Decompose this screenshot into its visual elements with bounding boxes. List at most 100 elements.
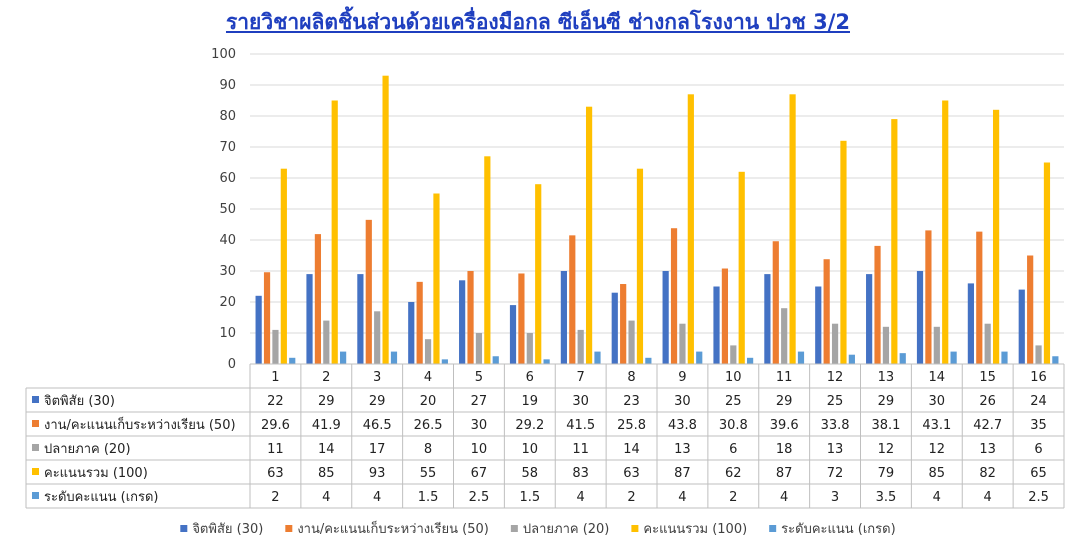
bar (662, 271, 669, 364)
bar (492, 356, 499, 364)
data-label: 4 (373, 490, 381, 505)
data-label: 22 (267, 394, 284, 409)
bar (670, 228, 678, 364)
bar (976, 231, 983, 364)
legend-key (631, 525, 639, 532)
data-label: 35 (1030, 418, 1047, 433)
data-label: 27 (471, 394, 488, 409)
bar (475, 333, 483, 364)
data-label: 30 (572, 394, 589, 409)
bar (611, 292, 618, 364)
data-label: 62 (725, 466, 742, 481)
y-tick-label: 30 (219, 264, 236, 279)
y-axis: 0 10 20 30 40 50 60 70 80 90 100 (211, 47, 236, 372)
data-label: 25 (725, 394, 742, 409)
x-tick-label: 11 (776, 370, 793, 385)
legend-key (180, 525, 188, 532)
bar (687, 94, 694, 365)
bar (899, 353, 906, 364)
x-tick-label: 15 (979, 370, 996, 385)
data-label: 26.5 (414, 418, 443, 433)
data-label: 26 (979, 394, 996, 409)
y-tick-label: 80 (219, 109, 236, 124)
data-label: 24 (1030, 394, 1047, 409)
data-label: 17 (369, 442, 386, 457)
bar (289, 357, 296, 364)
x-tick-label: 8 (627, 370, 635, 385)
bar (866, 274, 873, 364)
bar (272, 329, 279, 364)
bar (314, 234, 322, 364)
data-label: 10 (471, 442, 488, 457)
data-label: 1.5 (519, 490, 540, 505)
data-label: 11 (572, 442, 589, 457)
data-label: 25.8 (617, 418, 646, 433)
data-label: 30 (929, 394, 946, 409)
data-label: 41.5 (566, 418, 595, 433)
bar (374, 311, 381, 364)
bar (467, 271, 474, 364)
legend-key (769, 525, 777, 532)
bar (280, 168, 287, 364)
y-tick-label: 0 (228, 357, 236, 372)
bar (535, 184, 542, 364)
bar (696, 351, 703, 364)
bar (823, 259, 830, 364)
bar (636, 168, 644, 364)
data-label: 2.5 (469, 490, 490, 505)
data-label: 14 (623, 442, 640, 457)
data-label: 33.8 (821, 418, 850, 433)
x-tick-label: 7 (577, 370, 585, 385)
bar (424, 339, 432, 364)
x-tick-label: 10 (725, 370, 742, 385)
bar (390, 351, 398, 364)
bar (585, 106, 593, 364)
bar (1027, 255, 1034, 364)
data-label: 72 (827, 466, 844, 481)
y-tick-label: 70 (219, 140, 236, 155)
x-tick-label: 9 (678, 370, 686, 385)
data-label: 63 (267, 466, 284, 481)
data-label: 23 (623, 394, 640, 409)
data-label: 79 (878, 466, 895, 481)
data-label: 87 (674, 466, 691, 481)
x-tick-label: 1 (271, 370, 279, 385)
data-label: 2 (729, 490, 737, 505)
data-label: 2 (627, 490, 635, 505)
bar (950, 351, 957, 364)
data-label: 29.2 (515, 418, 544, 433)
bar (764, 274, 771, 364)
data-label: 93 (369, 466, 386, 481)
data-label: 13 (827, 442, 844, 457)
bar (408, 302, 415, 364)
data-label: 39.6 (770, 418, 799, 433)
legend-label: จิตพิสัย (30) (192, 522, 263, 537)
bar (891, 119, 898, 364)
data-label: 30.8 (719, 418, 748, 433)
data-table: 1 2 3 4 5 6 7 8 9 10 11 12 13 14 15 16จิตพิสัย (30) 22 29… (25, 363, 1065, 509)
data-label: 4 (933, 490, 941, 505)
data-label: 10 (522, 442, 539, 457)
data-label: 12 (878, 442, 895, 457)
bar (738, 171, 745, 364)
table-row-label: งาน/คะแนนเก็บระหว่างเรียน (50) (44, 415, 236, 433)
bar (543, 359, 550, 364)
bars (255, 75, 1059, 365)
bar (967, 283, 974, 364)
data-label: 1.5 (418, 490, 439, 505)
data-label: 43.1 (922, 418, 951, 433)
data-label: 20 (420, 394, 437, 409)
bar (772, 241, 779, 364)
bar (789, 94, 796, 365)
data-label: 58 (522, 466, 539, 481)
data-label: 3 (831, 490, 839, 505)
bar (509, 305, 517, 364)
data-label: 13 (979, 442, 996, 457)
bar (357, 274, 364, 364)
bar (416, 281, 423, 364)
bar (323, 320, 330, 364)
data-label: 11 (267, 442, 284, 457)
bar (721, 268, 729, 364)
data-label: 13 (674, 442, 691, 457)
